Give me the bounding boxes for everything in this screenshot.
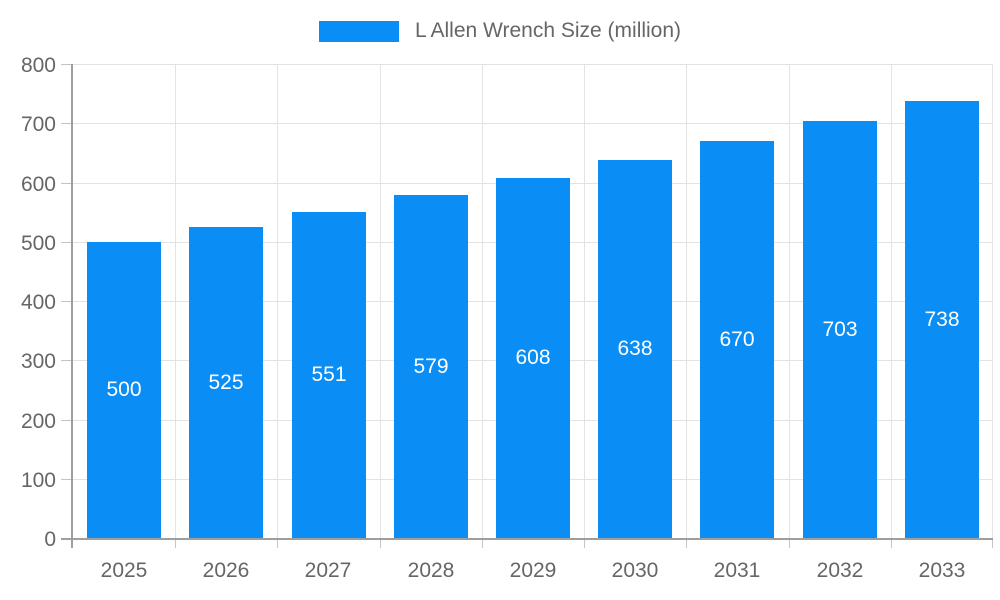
x-axis-tick	[482, 538, 483, 548]
y-axis-tick-label: 200	[20, 410, 56, 433]
gridline-vertical	[584, 64, 585, 538]
y-axis-tick-label: 800	[20, 54, 56, 77]
bar-value-label: 551	[311, 363, 347, 386]
y-axis-tick	[61, 479, 71, 480]
gridline-vertical	[686, 64, 687, 538]
bar: 579	[394, 195, 468, 538]
x-axis-tick	[380, 538, 381, 548]
x-axis-tick-label: 2030	[611, 559, 659, 582]
bar: 670	[700, 141, 774, 538]
bar-value-label: 670	[719, 327, 755, 351]
y-axis-tick-label: 0	[44, 528, 56, 551]
bar-value-label: 738	[924, 307, 960, 331]
gridline-vertical	[992, 64, 993, 538]
y-axis-line	[71, 64, 73, 548]
bar: 500	[87, 242, 161, 538]
gridline-vertical	[482, 64, 483, 538]
legend-item[interactable]: L Allen Wrench Size (million)	[318, 19, 682, 43]
x-axis-tick-label: 2026	[202, 559, 250, 582]
gridline-vertical	[277, 64, 278, 538]
plot-area: 500 525 551 579 608 638 670 703 738 2025 2026 2027 2…	[21, 54, 993, 582]
bar: 551	[292, 212, 366, 538]
x-axis-tick-label: 2033	[918, 559, 966, 582]
y-axis-tick	[61, 420, 71, 421]
bar: 638	[598, 160, 672, 538]
x-axis-line	[61, 538, 993, 540]
gridline-horizontal	[73, 64, 993, 65]
y-axis-tick-label: 100	[20, 469, 56, 492]
bar-value-label: 579	[413, 354, 449, 378]
bar-value-label: 608	[515, 346, 551, 369]
gridline-vertical	[380, 64, 381, 538]
gridline-vertical	[175, 64, 176, 538]
y-axis-tick-label: 300	[20, 350, 56, 373]
gridline-vertical	[789, 64, 790, 538]
bar: 608	[496, 178, 570, 538]
y-axis-tick	[61, 301, 71, 302]
bar: 738	[905, 101, 979, 538]
legend-swatch-icon	[318, 20, 399, 42]
y-axis-tick	[61, 123, 71, 124]
gridline-vertical	[891, 64, 892, 538]
bar: 703	[803, 121, 877, 538]
x-axis-tick-label: 2029	[509, 559, 557, 582]
y-axis-tick-label: 600	[20, 173, 56, 196]
x-axis-tick-label: 2025	[100, 559, 148, 582]
y-axis-tick-label: 400	[20, 291, 56, 314]
y-axis-tick-label: 500	[20, 232, 56, 255]
x-axis-tick-label: 2031	[713, 559, 761, 582]
legend-label: L Allen Wrench Size (million)	[414, 19, 682, 42]
bar-value-label: 525	[208, 370, 244, 394]
y-axis-tick	[61, 360, 71, 361]
chart-legend: L Allen Wrench Size (million)	[0, 19, 1000, 43]
y-axis-tick	[61, 183, 71, 184]
y-axis-tick	[61, 242, 71, 243]
x-axis-tick	[789, 538, 790, 548]
bar-value-label: 500	[106, 378, 142, 401]
x-axis-tick	[891, 538, 892, 548]
x-axis-tick	[992, 538, 993, 548]
y-axis-tick	[61, 64, 71, 65]
x-axis-tick	[584, 538, 585, 548]
bar-value-label: 703	[822, 317, 858, 341]
bar: 525	[189, 227, 263, 538]
y-axis-tick-label: 700	[20, 113, 56, 136]
x-axis-tick	[277, 538, 278, 548]
gridline-horizontal	[73, 123, 993, 124]
x-axis-tick-label: 2028	[407, 559, 455, 582]
x-axis-tick-label: 2027	[304, 559, 352, 582]
x-axis-tick	[175, 538, 176, 548]
x-axis-tick-label: 2032	[816, 559, 864, 582]
bar-value-label: 638	[617, 337, 653, 360]
x-axis-tick	[686, 538, 687, 548]
